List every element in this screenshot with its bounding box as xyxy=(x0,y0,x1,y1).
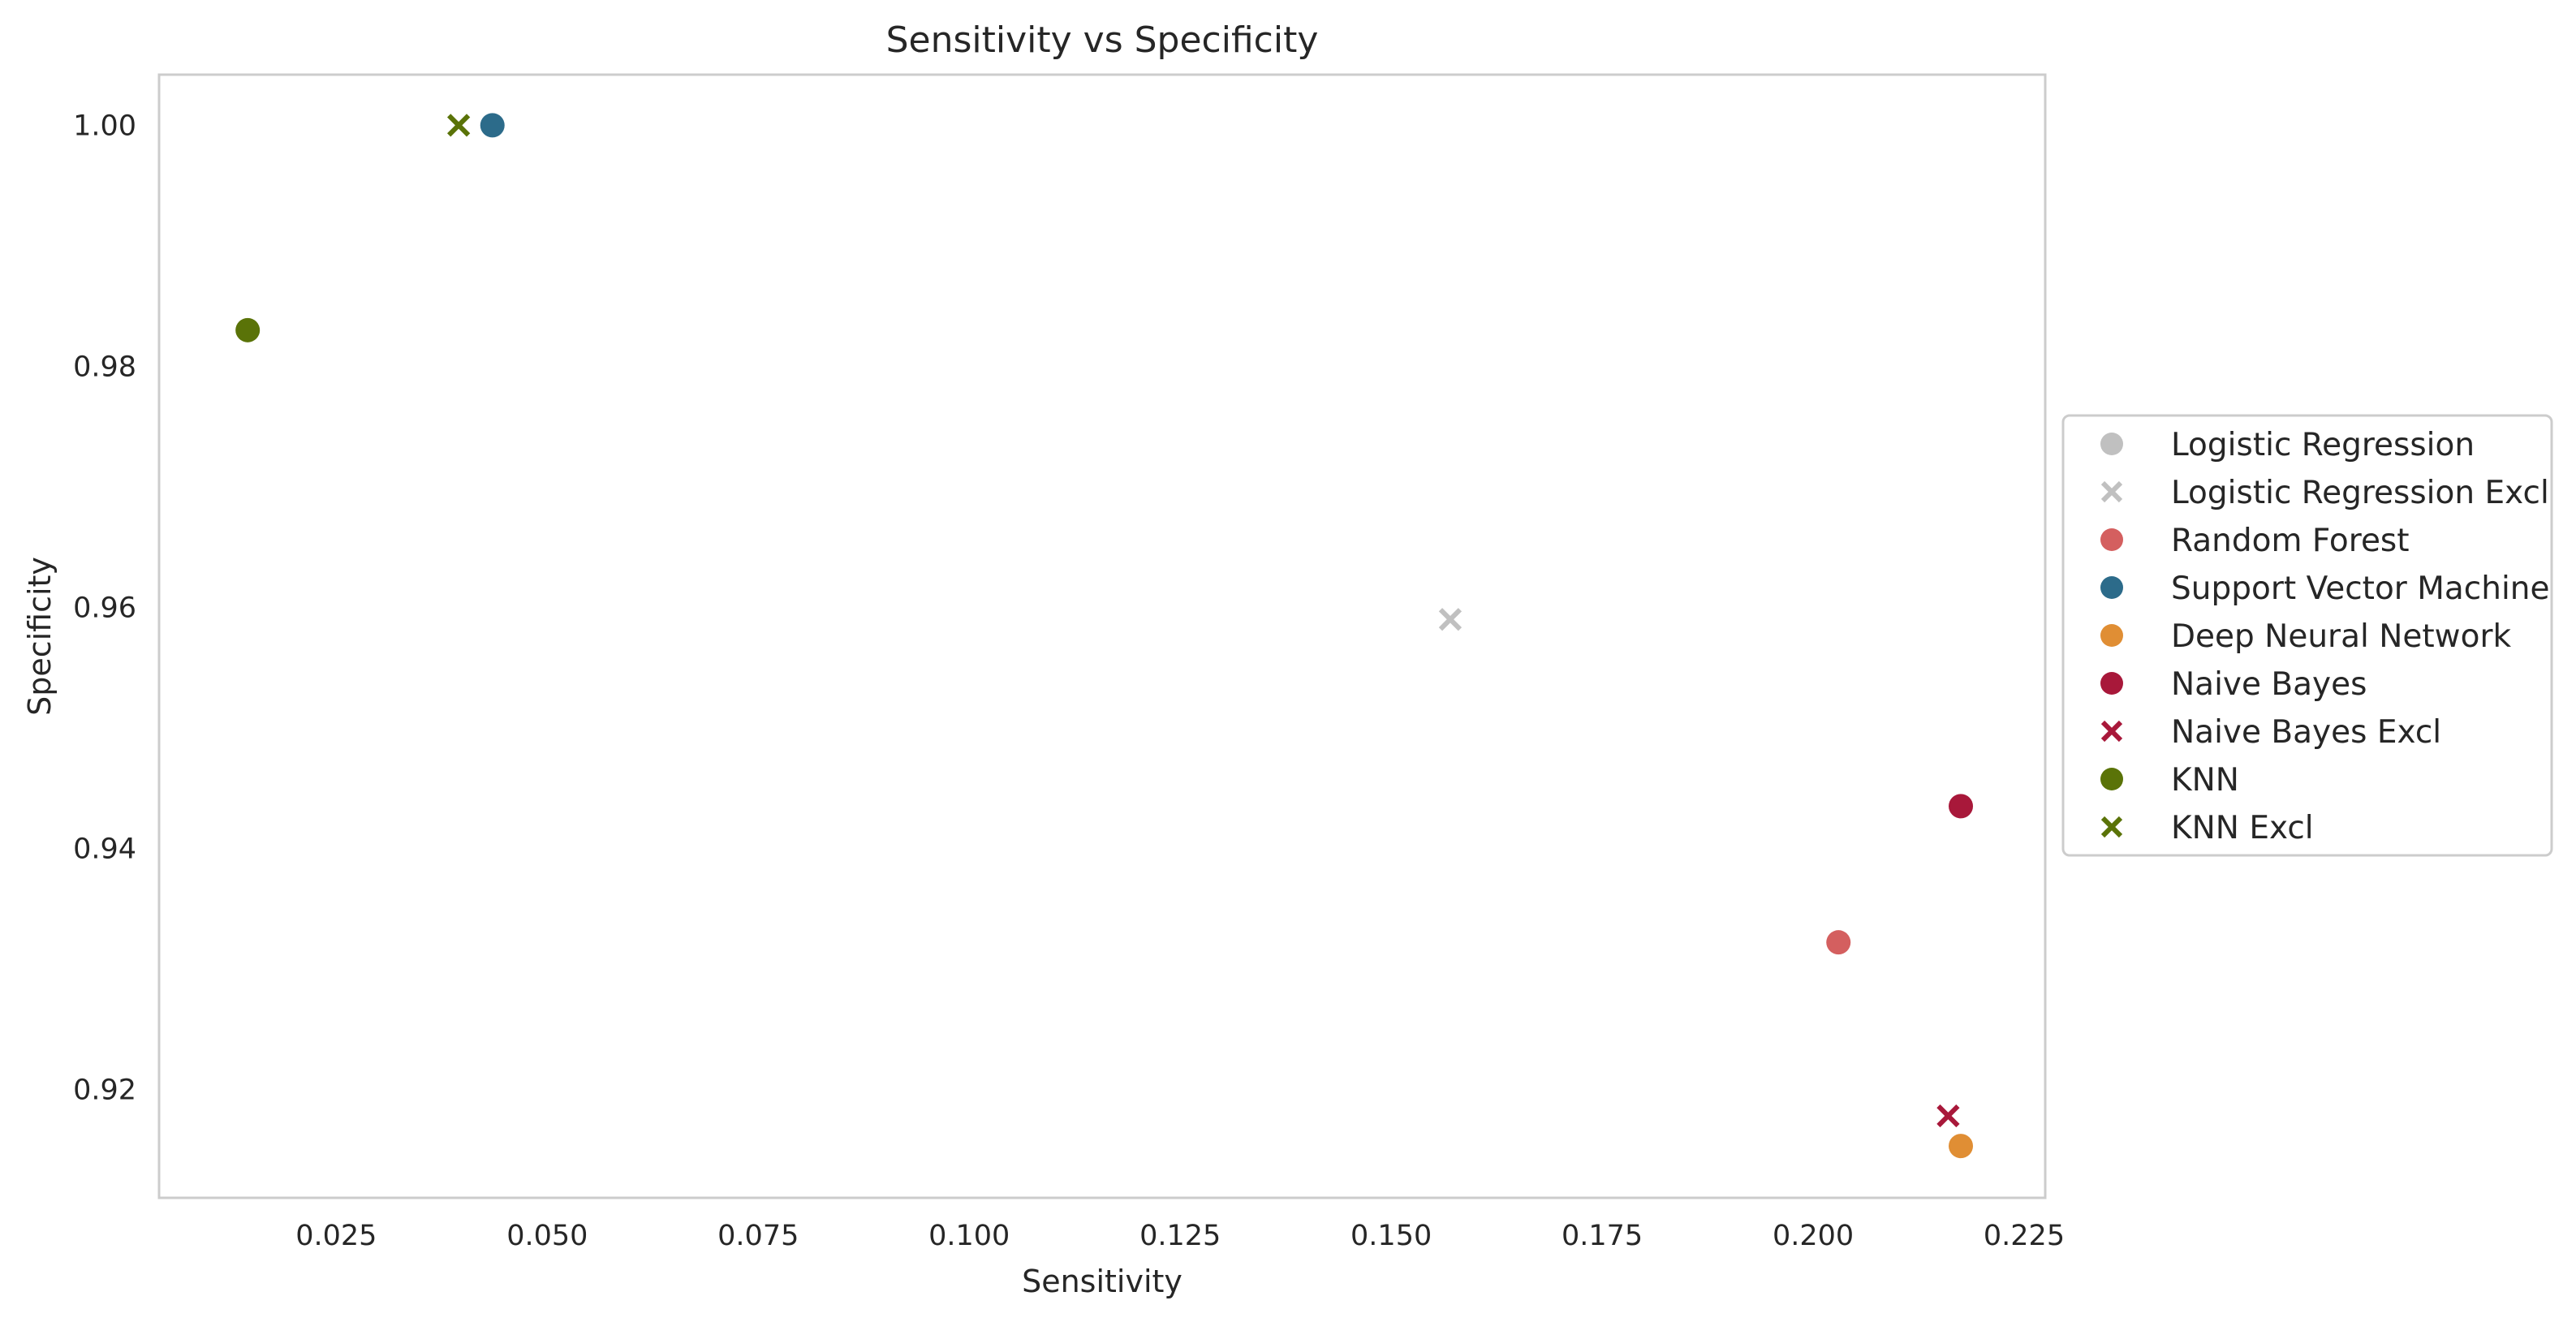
legend-marker-knn-excl xyxy=(2100,816,2123,838)
legend-marker-naive-bayes xyxy=(2100,672,2123,695)
legend-marker-logistic-regression-excl-stroke-b xyxy=(2100,480,2123,503)
point-knn xyxy=(235,317,261,342)
point-logistic-regression-excl xyxy=(1438,608,1462,631)
point-naive-bayes-excl xyxy=(1936,1104,1960,1128)
point-knn-excl-stroke-b xyxy=(447,114,471,137)
y-tick-label: 0.98 xyxy=(73,351,136,383)
legend-label-support-vector-machine: Support Vector Machine xyxy=(2171,571,2550,607)
x-tick-label: 0.150 xyxy=(1350,1220,1432,1252)
point-logistic-regression-excl-stroke-b xyxy=(1438,608,1462,631)
x-tick-label: 0.075 xyxy=(717,1220,799,1252)
legend-label-deep-neural-network: Deep Neural Network xyxy=(2171,618,2511,655)
legend-marker-knn xyxy=(2100,768,2123,790)
x-tick-label: 0.025 xyxy=(295,1220,377,1252)
legend-label-knn-excl: KNN Excl xyxy=(2171,810,2314,846)
y-tick-labels: 0.92 0.94 0.96 0.98 1.00 xyxy=(73,110,136,1106)
legend-marker-naive-bayes-excl xyxy=(2100,720,2123,743)
legend-marker-support-vector-machine xyxy=(2100,576,2123,599)
point-random-forest xyxy=(1826,930,1851,955)
point-support-vector-machine xyxy=(480,113,505,138)
legend-marker-deep-neural-network xyxy=(2100,624,2123,647)
legend-label-logistic-regression-excl: Logistic Regression Excl xyxy=(2171,475,2549,511)
data-points xyxy=(235,113,1974,1159)
x-tick-label: 0.050 xyxy=(506,1220,588,1252)
legend-label-random-forest: Random Forest xyxy=(2171,523,2410,559)
legend-marker-knn-excl-stroke-b xyxy=(2100,816,2123,838)
chart-title: Sensitivity vs Specificity xyxy=(886,19,1319,61)
x-tick-label: 0.175 xyxy=(1562,1220,1643,1252)
legend-marker-logistic-regression xyxy=(2100,433,2123,455)
point-naive-bayes-excl-stroke-b xyxy=(1936,1104,1960,1128)
point-naive-bayes xyxy=(1949,794,1974,819)
legend-label-logistic-regression: Logistic Regression xyxy=(2171,427,2475,463)
x-tick-label: 0.225 xyxy=(1984,1220,2065,1252)
legend-marker-logistic-regression-excl xyxy=(2100,480,2123,503)
y-tick-label: 0.92 xyxy=(73,1074,136,1106)
plot-area xyxy=(157,73,2047,1199)
point-knn-excl xyxy=(447,114,471,137)
y-tick-label: 1.00 xyxy=(73,110,136,142)
x-tick-label: 0.100 xyxy=(928,1220,1010,1252)
point-deep-neural-network xyxy=(1949,1134,1974,1159)
legend-label-naive-bayes: Naive Bayes xyxy=(2171,666,2367,703)
legend-frame xyxy=(2061,414,2553,857)
legend-marker-naive-bayes-excl-stroke-b xyxy=(2100,720,2123,743)
y-tick-label: 0.94 xyxy=(73,833,136,865)
x-axis-label: Sensitivity xyxy=(1022,1264,1182,1299)
legend: Logistic Regression Logistic Regression E… xyxy=(2061,414,2553,857)
y-tick-label: 0.96 xyxy=(73,592,136,624)
y-axis-label: Specificity xyxy=(22,557,58,716)
x-tick-label: 0.200 xyxy=(1773,1220,1854,1252)
legend-marker-random-forest xyxy=(2100,528,2123,551)
x-tick-label: 0.125 xyxy=(1139,1220,1221,1252)
legend-label-knn: KNN xyxy=(2171,762,2239,799)
x-tick-labels: 0.025 0.050 0.075 0.100 0.125 0.150 0.175 0.200… xyxy=(295,1220,2065,1252)
legend-label-naive-bayes-excl: Naive Bayes Excl xyxy=(2171,714,2441,751)
